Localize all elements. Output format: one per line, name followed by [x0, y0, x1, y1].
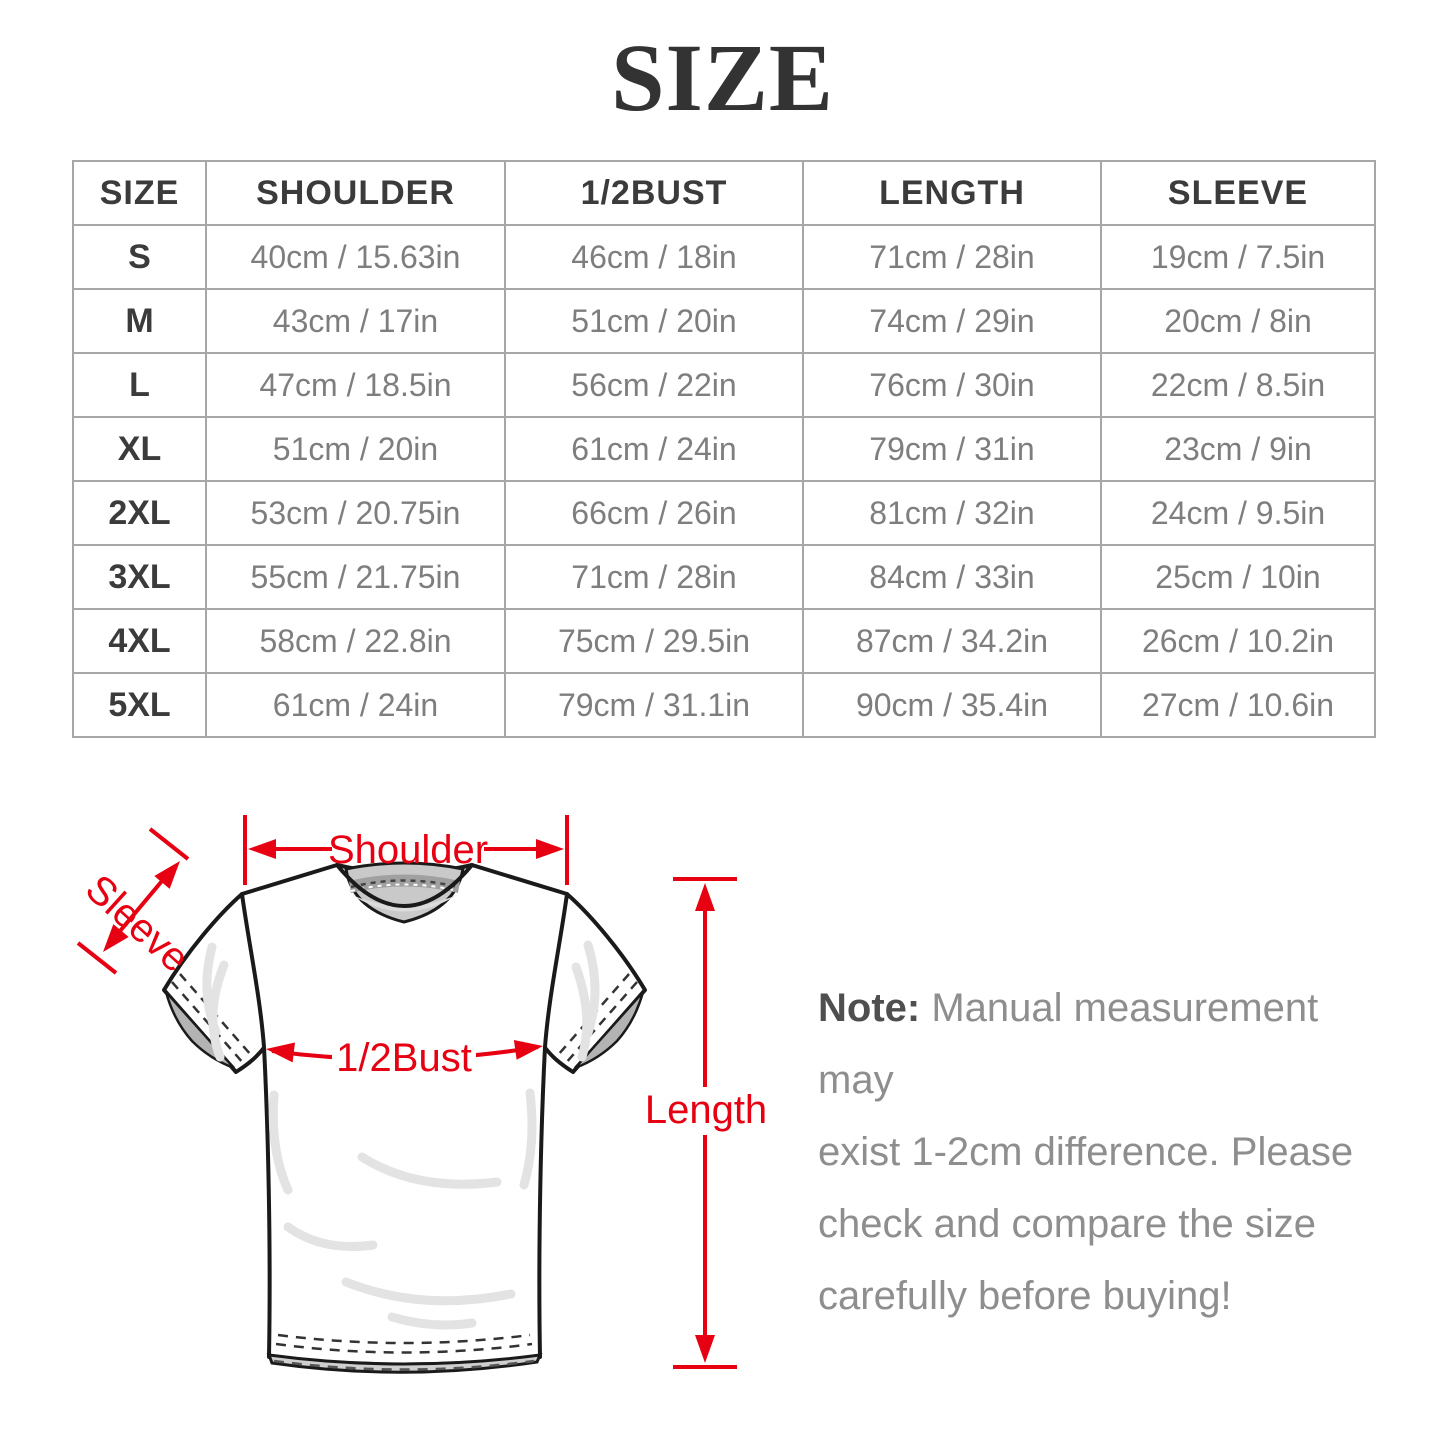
shirt-body [202, 863, 600, 1374]
value-cell: 87cm / 34.2in [802, 608, 1102, 674]
page-title: SIZE [611, 24, 834, 131]
header-cell-size: SIZE [72, 160, 207, 226]
value-cell: 51cm / 20in [504, 288, 804, 354]
table-row: S 40cm / 15.63in 46cm / 18in 71cm / 28in 19c… [72, 224, 1376, 290]
size-cell: 3XL [72, 544, 207, 610]
value-cell: 25cm / 10in [1100, 544, 1376, 610]
header-cell-shoulder: SHOULDER [205, 160, 506, 226]
table-row: 2XL 53cm / 20.75in 66cm / 26in 81cm / 32in 2… [72, 480, 1376, 546]
value-cell: 23cm / 9in [1100, 416, 1376, 482]
value-cell: 55cm / 21.75in [205, 544, 506, 610]
sleeve-measure: Sleeve [76, 827, 197, 981]
wrinkle-shading [202, 940, 600, 1330]
value-cell: 43cm / 17in [205, 288, 506, 354]
table-row: 5XL 61cm / 24in 79cm / 31.1in 90cm / 35.4in… [72, 672, 1376, 738]
value-cell: 84cm / 33in [802, 544, 1102, 610]
bust-label: 1/2Bust [336, 1036, 472, 1080]
header-cell-sleeve: SLEEVE [1100, 160, 1376, 226]
shoulder-label: Shoulder [328, 828, 488, 872]
table-row: M 43cm / 17in 51cm / 20in 74cm / 29in 20cm /… [72, 288, 1376, 354]
sleeve-label: Sleeve [77, 866, 197, 981]
size-cell: 5XL [72, 672, 207, 738]
value-cell: 71cm / 28in [504, 544, 804, 610]
value-cell: 79cm / 31in [802, 416, 1102, 482]
value-cell: 61cm / 24in [205, 672, 506, 738]
tshirt-measurement-diagram: Shoulder Sleeve 1/2Bust Length [76, 815, 767, 1374]
size-table-header: SIZE SHOULDER 1/2BUST LENGTH SLEEVE [72, 160, 1376, 226]
value-cell: 20cm / 8in [1100, 288, 1376, 354]
size-cell: L [72, 352, 207, 418]
note-prefix: Note: [818, 986, 921, 1030]
note-block: Note: Manual measurement may exist 1-2cm… [818, 972, 1398, 1332]
value-cell: 75cm / 29.5in [504, 608, 804, 674]
value-cell: 47cm / 18.5in [205, 352, 506, 418]
size-table: SIZE SHOULDER 1/2BUST LENGTH SLEEVE S 40cm / … [72, 160, 1376, 738]
value-cell: 22cm / 8.5in [1100, 352, 1376, 418]
collar [335, 861, 474, 924]
size-cell: 4XL [72, 608, 207, 674]
value-cell: 56cm / 22in [504, 352, 804, 418]
value-cell: 74cm / 29in [802, 288, 1102, 354]
value-cell: 66cm / 26in [504, 480, 804, 546]
size-cell: M [72, 288, 207, 354]
value-cell: 27cm / 10.6in [1100, 672, 1376, 738]
note-body: Manual measurement may exist 1-2cm diffe… [818, 986, 1354, 1318]
value-cell: 19cm / 7.5in [1100, 224, 1376, 290]
value-cell: 53cm / 20.75in [205, 480, 506, 546]
size-cell: XL [72, 416, 207, 482]
size-cell: 2XL [72, 480, 207, 546]
table-row: 4XL 58cm / 22.8in 75cm / 29.5in 87cm / 34.2… [72, 608, 1376, 674]
shoulder-measure: Shoulder [243, 815, 569, 885]
value-cell: 40cm / 15.63in [205, 224, 506, 290]
table-row: XL 51cm / 20in 61cm / 24in 79cm / 31in 23cm … [72, 416, 1376, 482]
bust-measure: 1/2Bust [266, 1031, 543, 1080]
size-cell: S [72, 224, 207, 290]
value-cell: 58cm / 22.8in [205, 608, 506, 674]
value-cell: 81cm / 32in [802, 480, 1102, 546]
value-cell: 90cm / 35.4in [802, 672, 1102, 738]
header-cell-1-2bust: 1/2BUST [504, 160, 804, 226]
value-cell: 46cm / 18in [504, 224, 804, 290]
table-row: 3XL 55cm / 21.75in 71cm / 28in 84cm / 33in 2… [72, 544, 1376, 610]
value-cell: 26cm / 10.2in [1100, 608, 1376, 674]
value-cell: 79cm / 31.1in [504, 672, 804, 738]
value-cell: 51cm / 20in [205, 416, 506, 482]
value-cell: 24cm / 9.5in [1100, 480, 1376, 546]
value-cell: 76cm / 30in [802, 352, 1102, 418]
table-row: L 47cm / 18.5in 56cm / 22in 76cm / 30in 22cm… [72, 352, 1376, 418]
header-cell-length: LENGTH [802, 160, 1102, 226]
size-table-body: S 40cm / 15.63in 46cm / 18in 71cm / 28in 19c… [72, 224, 1376, 738]
value-cell: 71cm / 28in [802, 224, 1102, 290]
length-measure: Length [645, 877, 767, 1369]
length-label: Length [645, 1088, 767, 1132]
value-cell: 61cm / 24in [504, 416, 804, 482]
